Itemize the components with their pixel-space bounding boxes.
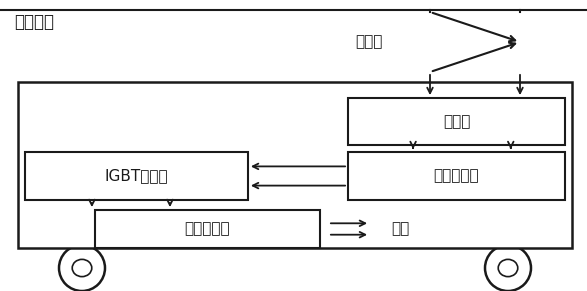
Bar [348, 98, 565, 145]
Text: 受电弓: 受电弓 [355, 35, 382, 49]
Text: 输入滤波器: 输入滤波器 [434, 168, 480, 184]
Ellipse shape [498, 259, 518, 277]
Circle shape [59, 245, 105, 291]
Circle shape [485, 245, 531, 291]
Bar [95, 210, 320, 248]
Bar [25, 152, 248, 200]
Text: 制动电阻箱: 制动电阻箱 [185, 221, 230, 237]
Text: 热能: 热能 [391, 221, 409, 237]
Bar [18, 82, 572, 248]
Text: 直流母线: 直流母线 [14, 13, 54, 31]
Bar [348, 152, 565, 200]
Text: 高压柜: 高压柜 [443, 114, 470, 129]
Text: IGBT斩波器: IGBT斩波器 [104, 168, 168, 184]
Ellipse shape [72, 259, 92, 277]
